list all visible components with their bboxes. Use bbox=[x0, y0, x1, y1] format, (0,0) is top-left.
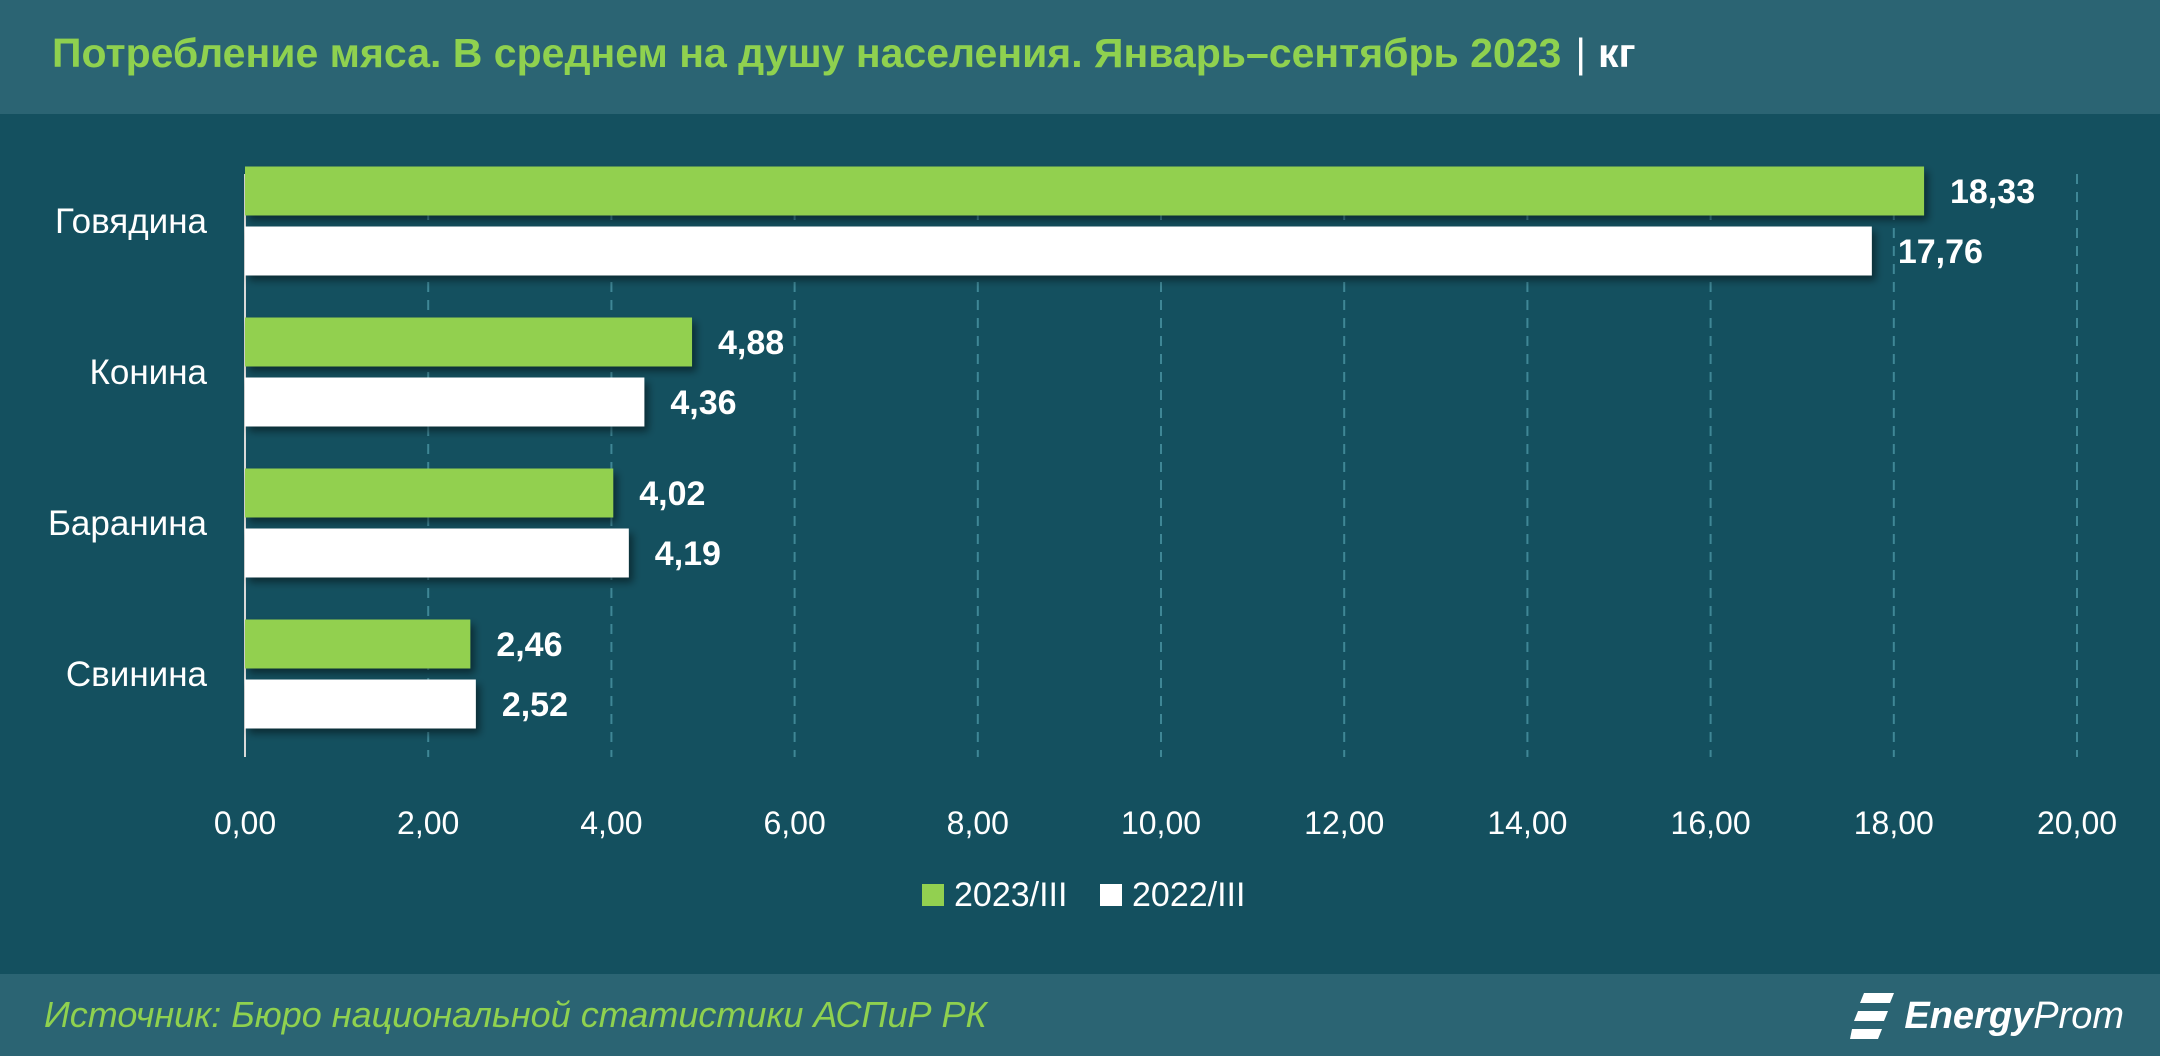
chart-title-text: Потребление мяса. В среднем на душу насе… bbox=[52, 30, 1562, 76]
legend-label: 2022/III bbox=[1132, 876, 1245, 914]
data-label: 2,46 bbox=[496, 626, 562, 664]
energyprom-logo-icon bbox=[1850, 993, 1895, 1039]
x-tick-label: 6,00 bbox=[763, 805, 825, 841]
bar-2023 bbox=[245, 468, 614, 518]
bar-2023 bbox=[245, 619, 471, 669]
x-tick-label: 4,00 bbox=[580, 805, 642, 841]
chart-title: Потребление мяса. В среднем на душу насе… bbox=[52, 30, 1636, 77]
x-tick-label: 8,00 bbox=[947, 805, 1009, 841]
source-note: Источник: Бюро национальной статистики А… bbox=[44, 994, 987, 1035]
x-tick-label: 20,00 bbox=[2037, 805, 2117, 841]
title-separator: | bbox=[1575, 30, 1586, 76]
footer-band: Источник: Бюро национальной статистики А… bbox=[0, 974, 2160, 1056]
data-label: 4,02 bbox=[639, 475, 705, 513]
x-tick-label: 0,00 bbox=[214, 805, 276, 841]
legend-label: 2023/III bbox=[954, 876, 1067, 914]
bar-2022 bbox=[245, 226, 1872, 276]
bar-2022 bbox=[245, 679, 476, 729]
logo-text-regular: Prom bbox=[2033, 994, 2124, 1037]
x-tick-label: 14,00 bbox=[1487, 805, 1567, 841]
header-band: Потребление мяса. В среднем на душу насе… bbox=[0, 0, 2160, 114]
legend-swatch-2022 bbox=[1100, 884, 1122, 906]
data-label: 18,33 bbox=[1950, 173, 2035, 211]
bar-2022 bbox=[245, 528, 629, 578]
data-label: 4,19 bbox=[655, 535, 721, 573]
category-label: Говядина bbox=[55, 202, 208, 241]
title-unit: кг bbox=[1597, 30, 1636, 76]
data-label: 2,52 bbox=[502, 686, 568, 724]
category-label: Свинина bbox=[66, 655, 208, 694]
x-tick-label: 2,00 bbox=[397, 805, 459, 841]
category-label: Баранина bbox=[48, 504, 208, 543]
data-label: 17,76 bbox=[1898, 233, 1983, 271]
x-tick-label: 12,00 bbox=[1304, 805, 1384, 841]
x-tick-label: 18,00 bbox=[1854, 805, 1934, 841]
bar-chart: 0,00 2,00 4,00 6,00 8,00 10,00 12,00 14,00 16,00… bbox=[48, 166, 2117, 914]
data-label: 4,36 bbox=[670, 384, 736, 422]
logo-text: EnergyProm bbox=[1904, 995, 2124, 1038]
x-tick-label: 10,00 bbox=[1121, 805, 1201, 841]
energyprom-logo: EnergyProm bbox=[1850, 988, 2124, 1044]
category-label: Конина bbox=[89, 353, 207, 392]
x-tick-label: 16,00 bbox=[1671, 805, 1751, 841]
bar-2023 bbox=[245, 166, 1925, 216]
bar-2022 bbox=[245, 377, 645, 427]
bar-2023 bbox=[245, 317, 693, 367]
data-label: 4,88 bbox=[718, 324, 784, 362]
legend-swatch-2023 bbox=[922, 884, 944, 906]
logo-text-bold: Energy bbox=[1904, 994, 2034, 1037]
